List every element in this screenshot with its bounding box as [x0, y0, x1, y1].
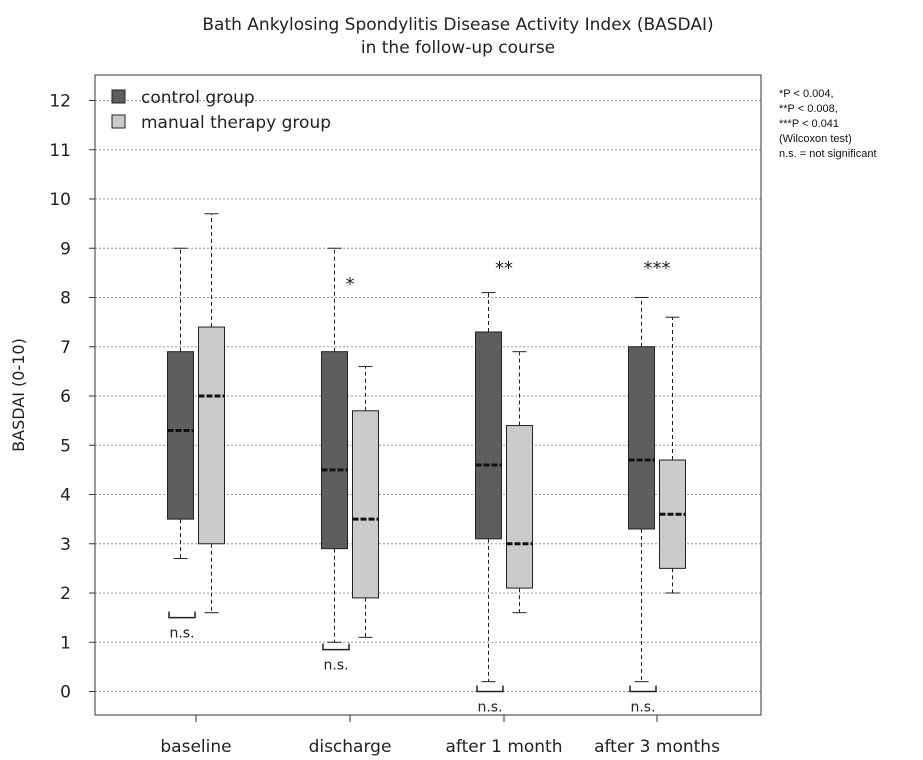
box-plot [321, 247, 348, 643]
plot-frame [94, 74, 762, 716]
box [321, 351, 348, 550]
legend-label-manual: manual therapy group [141, 113, 331, 133]
ns-bracket [322, 643, 350, 651]
box-plot [352, 365, 379, 638]
box [167, 351, 194, 520]
box-plot [506, 351, 533, 614]
box [475, 331, 502, 540]
note-line-1: *P < 0.004, [779, 88, 834, 100]
significance-notes: *P < 0.004, **P < 0.008, ***P < 0.041 (W… [779, 88, 877, 160]
legend-swatch-control [111, 89, 126, 104]
ns-label: n.s. [477, 700, 502, 716]
box-plot [167, 247, 194, 560]
note-line-2: **P < 0.008, [779, 103, 838, 115]
note-line-5: n.s. = not significant [779, 148, 877, 160]
x-tick-label: after 1 month [445, 737, 562, 757]
y-axis-label: BASDAI (0-10) [9, 338, 28, 452]
box [506, 425, 533, 589]
y-tick-label: 1 [60, 633, 71, 653]
chart-title-line-1: Bath Ankylosing Spondylitis Disease Acti… [202, 15, 713, 35]
box-plot [659, 316, 686, 594]
significance-label: n.s. [169, 626, 194, 642]
y-tick-label: 4 [60, 486, 71, 506]
y-tick-label: 3 [60, 535, 71, 555]
x-tick-label: discharge [309, 737, 392, 757]
box-plot [628, 297, 655, 683]
box [628, 346, 655, 530]
box [352, 410, 379, 599]
box-plot [198, 213, 225, 614]
y-tick-label: 2 [60, 584, 71, 604]
legend-swatch-manual [111, 114, 126, 129]
y-tick-label: 10 [49, 190, 71, 210]
significance-label: ** [495, 258, 513, 279]
chart-title-line-2: in the follow-up course [361, 38, 555, 58]
significance-label: *** [644, 258, 671, 279]
box-plot [475, 292, 502, 683]
y-tick-label: 9 [60, 239, 71, 259]
y-tick-label: 11 [49, 141, 71, 161]
note-line-3: ***P < 0.041 [779, 118, 839, 130]
ns-label: n.s. [323, 658, 348, 674]
x-tick-label: after 3 months [594, 737, 720, 757]
note-line-4: (Wilcoxon test) [779, 133, 852, 145]
ns-label: n.s. [630, 700, 655, 716]
legend-label-control: control group [141, 88, 255, 108]
y-tick-label: 12 [49, 92, 71, 112]
y-tick-label: 7 [60, 338, 71, 358]
legend: control group manual therapy group [111, 88, 331, 133]
gridlines [95, 100, 761, 692]
box [198, 326, 225, 545]
x-tick-label: baseline [160, 737, 231, 757]
ns-bracket [168, 611, 196, 619]
box-plots: n.s.*** ***n.s.n.s. n.s. [167, 213, 686, 716]
y-tick-label: 5 [60, 436, 71, 456]
ns-bracket [476, 685, 504, 693]
ns-bracket [629, 685, 657, 693]
significance-label: * [346, 274, 355, 295]
y-tick-label: 8 [60, 289, 71, 309]
y-tick-label: 6 [60, 387, 71, 407]
y-tick-label: 0 [60, 683, 71, 703]
